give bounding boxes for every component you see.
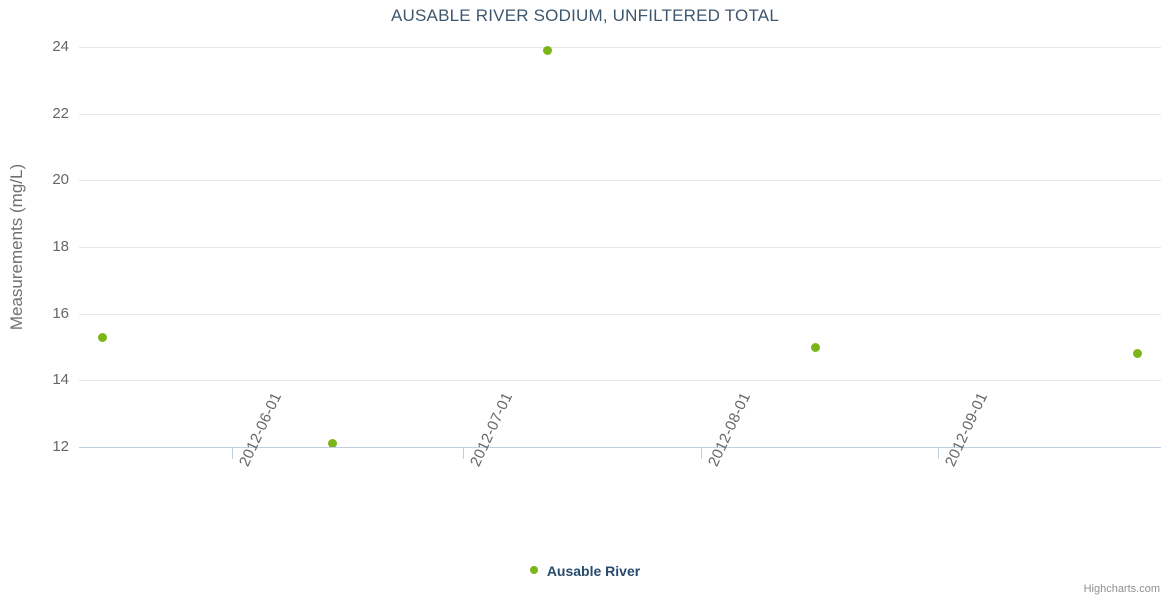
x-axis-tick-mark bbox=[938, 448, 940, 459]
data-point[interactable] bbox=[97, 332, 107, 342]
legend-item-ausable-river[interactable]: Ausable River bbox=[529, 563, 641, 579]
y-axis-tick-label: 20 bbox=[52, 171, 69, 189]
y-axis-tick-label: 18 bbox=[52, 238, 69, 255]
gridline bbox=[79, 313, 1161, 315]
data-point[interactable] bbox=[1133, 349, 1143, 359]
legend-marker-icon bbox=[529, 566, 538, 574]
x-axis-tick-mark bbox=[700, 448, 702, 459]
x-axis-tick-mark bbox=[462, 448, 464, 459]
y-axis-tick-label: 12 bbox=[52, 438, 69, 455]
x-axis-tick-mark bbox=[232, 448, 234, 459]
data-point[interactable] bbox=[811, 342, 821, 352]
y-axis-tick-label: 16 bbox=[52, 304, 69, 322]
gridline bbox=[79, 180, 1161, 182]
y-axis-tick-label: 14 bbox=[52, 371, 69, 389]
legend-item-label: Ausable River bbox=[546, 563, 641, 579]
y-axis-title: Measurements (mg/L) bbox=[7, 163, 26, 331]
gridline bbox=[79, 47, 1161, 48]
gridline bbox=[79, 247, 1161, 248]
credits-link[interactable]: Highcharts.com bbox=[1083, 583, 1160, 595]
data-point[interactable] bbox=[327, 439, 337, 449]
chart-title: AUSABLE RIVER SODIUM, UNFILTERED TOTAL bbox=[391, 6, 779, 25]
plot-area bbox=[79, 45, 1161, 449]
gridline bbox=[79, 113, 1161, 115]
y-axis-tick-label: 24 bbox=[52, 38, 69, 55]
x-axis-line bbox=[79, 447, 1161, 448]
data-point[interactable] bbox=[542, 45, 552, 55]
y-axis-tick-label: 22 bbox=[52, 104, 69, 122]
gridline bbox=[79, 380, 1161, 382]
chart-legend: Ausable River bbox=[0, 563, 1170, 579]
